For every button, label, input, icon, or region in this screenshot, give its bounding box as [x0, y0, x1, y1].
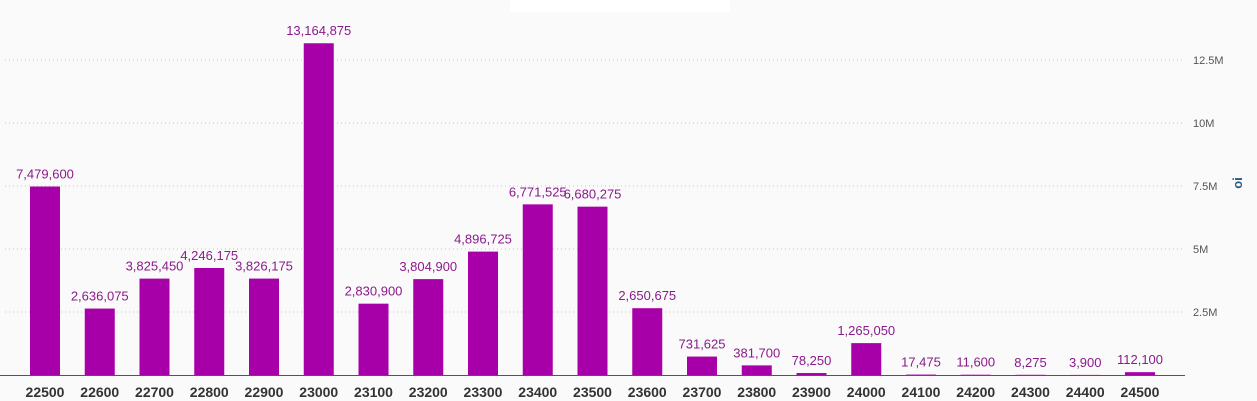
bar	[632, 308, 663, 375]
data-label: 11,600	[956, 355, 995, 370]
bar	[522, 204, 553, 375]
bar	[796, 373, 827, 375]
x-tick-label: 24000	[847, 384, 886, 400]
data-label: 731,625	[679, 337, 726, 352]
x-tick-label: 23100	[354, 384, 393, 400]
x-tick-label: 23900	[792, 384, 831, 400]
x-tick-label: 24500	[1121, 384, 1160, 400]
bar	[139, 278, 170, 375]
bar	[906, 374, 936, 376]
bar	[741, 365, 772, 375]
bar	[358, 303, 389, 375]
data-label: 381,700	[733, 345, 780, 360]
data-label: 2,650,675	[618, 288, 676, 303]
y-tick-label: 10M	[1193, 118, 1214, 130]
bar	[303, 43, 334, 376]
y-tick-label: 12.5M	[1193, 55, 1224, 67]
bar	[249, 278, 279, 375]
x-tick-label: 22700	[135, 384, 174, 400]
bar	[577, 206, 608, 375]
y-tick-label: 7.5M	[1193, 181, 1217, 193]
y-axis-title: oi	[1230, 177, 1245, 189]
data-label: 4,896,725	[454, 232, 512, 247]
data-label: 78,250	[792, 353, 832, 368]
data-label: 3,804,900	[399, 259, 457, 274]
x-tick-label: 23300	[464, 384, 503, 400]
bar	[687, 356, 717, 375]
x-tick-label: 23700	[683, 384, 722, 400]
y-tick-label: 5M	[1193, 244, 1208, 256]
data-label: 1,265,050	[837, 323, 895, 338]
data-label: 4,246,175	[180, 248, 238, 263]
bar	[1125, 372, 1155, 375]
x-tick-label: 23800	[737, 384, 776, 400]
x-tick-label: 24300	[1011, 384, 1050, 400]
data-label: 112,100	[1117, 352, 1163, 367]
y-tick-label: 2.5M	[1193, 307, 1217, 319]
x-tick-label: 23400	[518, 384, 557, 400]
data-label: 2,636,075	[71, 289, 129, 304]
data-label: 3,826,175	[235, 259, 293, 274]
x-tick-label: 23000	[299, 384, 338, 400]
data-label: 6,771,525	[509, 184, 567, 199]
x-tick-label: 24100	[902, 384, 941, 400]
data-label: 2,830,900	[345, 284, 403, 299]
x-tick-label: 23600	[628, 384, 667, 400]
bar	[468, 251, 498, 375]
x-tick-label: 22500	[26, 384, 65, 400]
header-strip	[510, 0, 730, 12]
bar	[413, 279, 444, 375]
bar	[84, 308, 115, 375]
data-label: 3,825,450	[126, 259, 184, 274]
data-label: 13,164,875	[286, 23, 351, 38]
bar	[851, 343, 882, 375]
x-tick-label: 24200	[956, 384, 995, 400]
x-tick-label: 22800	[190, 384, 229, 400]
bar	[30, 186, 60, 375]
data-label: 7,479,600	[16, 167, 74, 182]
data-label: 8,275	[1014, 355, 1047, 370]
data-label: 3,900	[1069, 355, 1102, 370]
x-tick-label: 23200	[409, 384, 448, 400]
x-tick-label: 24400	[1066, 384, 1105, 400]
bar	[194, 267, 225, 375]
data-label: 6,680,275	[564, 187, 622, 202]
x-tick-label: 22900	[245, 384, 284, 400]
bar	[960, 374, 991, 376]
x-tick-label: 22600	[80, 384, 119, 400]
data-label: 17,475	[901, 355, 941, 370]
x-tick-label: 23500	[573, 384, 612, 400]
